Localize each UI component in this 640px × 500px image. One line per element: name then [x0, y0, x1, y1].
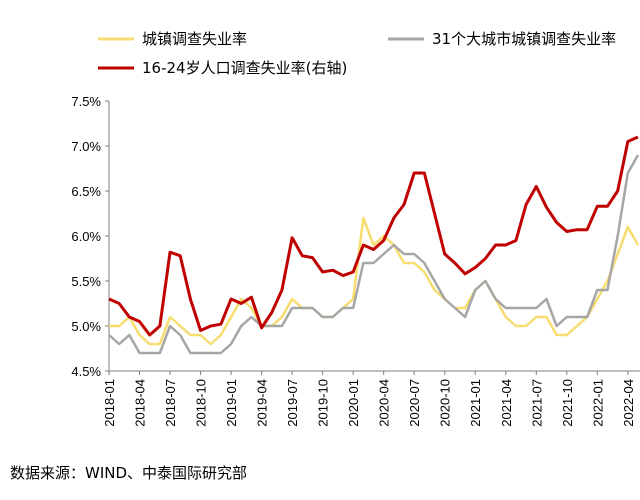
x-axis-ticks: 2018-01 2018-04 2018-07 2018-10 2019-01 2019-… — [102, 371, 636, 427]
y-tick-label: 5.0% — [71, 319, 101, 334]
x-tick-label: 2018-01 — [102, 379, 117, 427]
x-tick-label: 2022-04 — [621, 379, 636, 427]
series-line-1 — [108, 154, 640, 355]
x-tick-label: 2022-01 — [590, 379, 605, 427]
legend: 城镇调查失业率 31个大城市城镇调查失业率 16-24岁人口调查失业率(右轴) — [98, 30, 616, 77]
x-tick-label: 2020-07 — [407, 379, 422, 427]
legend-label-series-1: 31个大城市城镇调查失业率 — [432, 30, 616, 48]
x-tick-label: 2020-04 — [377, 379, 392, 427]
x-tick-label: 2018-07 — [163, 379, 178, 427]
y-tick-label: 5.5% — [71, 274, 101, 289]
legend-label-series-2: 16-24岁人口调查失业率(右轴) — [142, 59, 347, 77]
x-tick-label: 2021-07 — [529, 379, 544, 427]
x-tick-label: 2021-01 — [468, 379, 483, 427]
x-tick-label: 2019-01 — [224, 379, 239, 427]
y-tick-label: 6.0% — [71, 229, 101, 244]
x-tick-label: 2020-01 — [346, 379, 361, 427]
x-tick-label: 2019-04 — [255, 379, 270, 427]
x-tick-label: 2020-10 — [438, 379, 453, 427]
x-tick-label: 2019-07 — [285, 379, 300, 427]
x-tick-label: 2019-10 — [316, 379, 331, 427]
y-tick-label: 4.5% — [71, 364, 101, 379]
y-tick-label: 7.5% — [71, 94, 101, 109]
x-tick-label: 2018-10 — [194, 379, 209, 427]
series-lines — [108, 135, 640, 355]
series-line-2 — [108, 135, 639, 337]
series-line-0 — [109, 216, 640, 346]
x-tick-label: 2018-04 — [133, 379, 148, 427]
y-tick-label: 6.5% — [71, 184, 101, 199]
axes — [108, 101, 640, 372]
source-note: 数据来源：WIND、中泰国际研究部 — [10, 464, 248, 482]
y-axis-ticks: 4.5% 5.0% 5.5% 6.0% 6.5% 7.0% 7.5% — [71, 94, 109, 379]
x-tick-label: 2021-04 — [499, 379, 514, 427]
x-tick-label: 2021-10 — [560, 379, 575, 427]
legend-label-series-0: 城镇调查失业率 — [142, 30, 247, 48]
y-tick-label: 7.0% — [71, 139, 101, 154]
